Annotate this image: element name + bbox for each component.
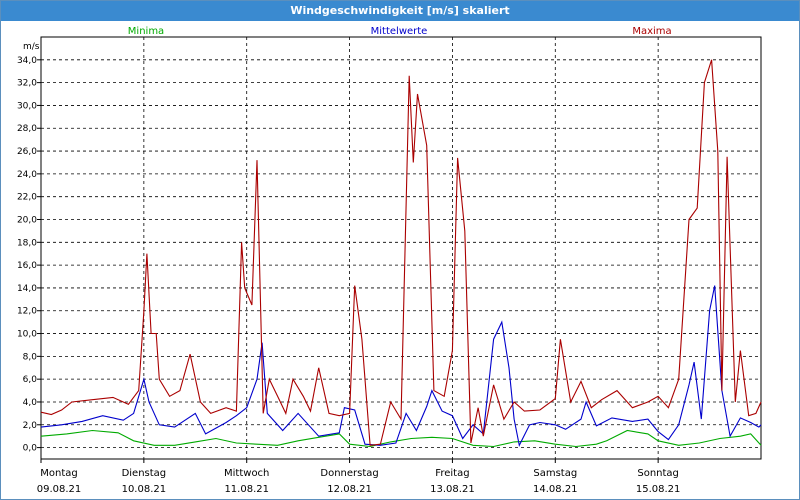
x-day-date: 11.08.21	[224, 484, 269, 495]
x-day-name: Samstag	[533, 468, 577, 479]
y-tick-label: 16,0	[17, 261, 37, 271]
y-axis-ticks: 0,0 2,0 4,0 6,0 8,0 10,0 12,0 14,0 16,0 18,0 20,0 2…	[17, 56, 41, 454]
y-tick-label: 26,0	[17, 147, 37, 157]
grid	[41, 37, 761, 459]
y-tick-label: 20,0	[17, 215, 37, 225]
x-day-date: 13.08.21	[430, 484, 475, 495]
legend-entry-maxima: Maxima	[632, 26, 671, 37]
series-line-mittelwerte	[40, 285, 762, 447]
y-tick-label: 8,0	[23, 352, 38, 362]
y-tick-label: 34,0	[17, 56, 37, 66]
y-tick-label: 6,0	[23, 375, 38, 385]
x-day-name: Montag	[40, 468, 77, 479]
y-tick-label: 24,0	[17, 170, 37, 180]
legend-entry-minima: Minima	[128, 26, 164, 37]
y-tick-label: 0,0	[23, 444, 38, 454]
y-tick-label: 30,0	[17, 101, 37, 111]
legend: Minima Mittelwerte Maxima	[128, 26, 672, 37]
x-day-date: 14.08.21	[533, 484, 578, 495]
x-axis-day-labels: Montag 09.08.21 Dienstag 10.08.21 Mittwoch 11…	[37, 459, 681, 495]
y-tick-label: 28,0	[17, 124, 37, 134]
y-tick-label: 4,0	[23, 398, 38, 408]
x-day-name: Sonntag	[637, 468, 679, 479]
x-day-name: Freitag	[435, 468, 469, 479]
y-tick-label: 12,0	[17, 307, 37, 317]
legend-entry-mittelwerte: Mittelwerte	[371, 26, 428, 37]
window-title: Windgeschwindigkeit [m/s] skaliert	[1, 1, 799, 21]
y-tick-label: 18,0	[17, 238, 37, 248]
y-tick-label: 2,0	[23, 421, 38, 431]
series-line-minima	[40, 429, 762, 448]
x-day-date: 15.08.21	[636, 484, 681, 495]
y-axis-label: m/s	[23, 42, 40, 52]
y-tick-label: 14,0	[17, 284, 37, 294]
x-day-name: Dienstag	[122, 468, 167, 479]
x-day-date: 09.08.21	[37, 484, 82, 495]
y-tick-label: 10,0	[17, 330, 37, 340]
series-line-maxima	[40, 59, 762, 446]
x-day-date: 12.08.21	[327, 484, 372, 495]
y-tick-label: 22,0	[17, 193, 37, 203]
x-day-name: Mittwoch	[224, 468, 269, 479]
x-day-name: Donnerstag	[320, 468, 378, 479]
y-tick-label: 32,0	[17, 79, 37, 89]
plot-frame	[40, 36, 762, 460]
series-group	[40, 59, 762, 448]
x-day-date: 10.08.21	[122, 484, 167, 495]
